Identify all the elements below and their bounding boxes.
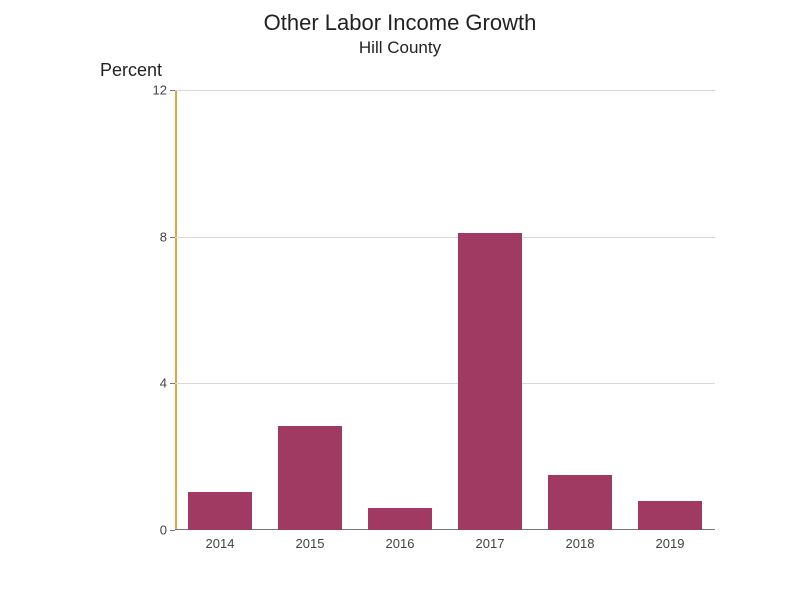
xtick-label: 2017 xyxy=(476,530,505,551)
chart-title: Other Labor Income Growth xyxy=(0,10,800,36)
xtick-label: 2015 xyxy=(296,530,325,551)
grid-line xyxy=(175,90,715,91)
xtick-label: 2014 xyxy=(206,530,235,551)
y-axis-label: Percent xyxy=(100,60,162,81)
ytick-label: 12 xyxy=(153,83,175,98)
bar xyxy=(278,426,343,531)
bar xyxy=(638,501,703,530)
xtick-label: 2016 xyxy=(386,530,415,551)
bar xyxy=(458,233,523,530)
bar xyxy=(368,508,433,530)
xtick-label: 2018 xyxy=(566,530,595,551)
bar xyxy=(548,475,613,530)
ytick-label: 4 xyxy=(160,376,175,391)
grid-line xyxy=(175,383,715,384)
ytick-label: 8 xyxy=(160,229,175,244)
y-axis-line xyxy=(175,90,177,530)
plot-area: 04812201420152016201720182019 xyxy=(175,90,715,530)
x-axis-line xyxy=(175,529,715,530)
bar xyxy=(188,492,253,531)
ytick-label: 0 xyxy=(160,523,175,538)
xtick-label: 2019 xyxy=(656,530,685,551)
grid-line xyxy=(175,237,715,238)
chart-subtitle: Hill County xyxy=(0,38,800,58)
